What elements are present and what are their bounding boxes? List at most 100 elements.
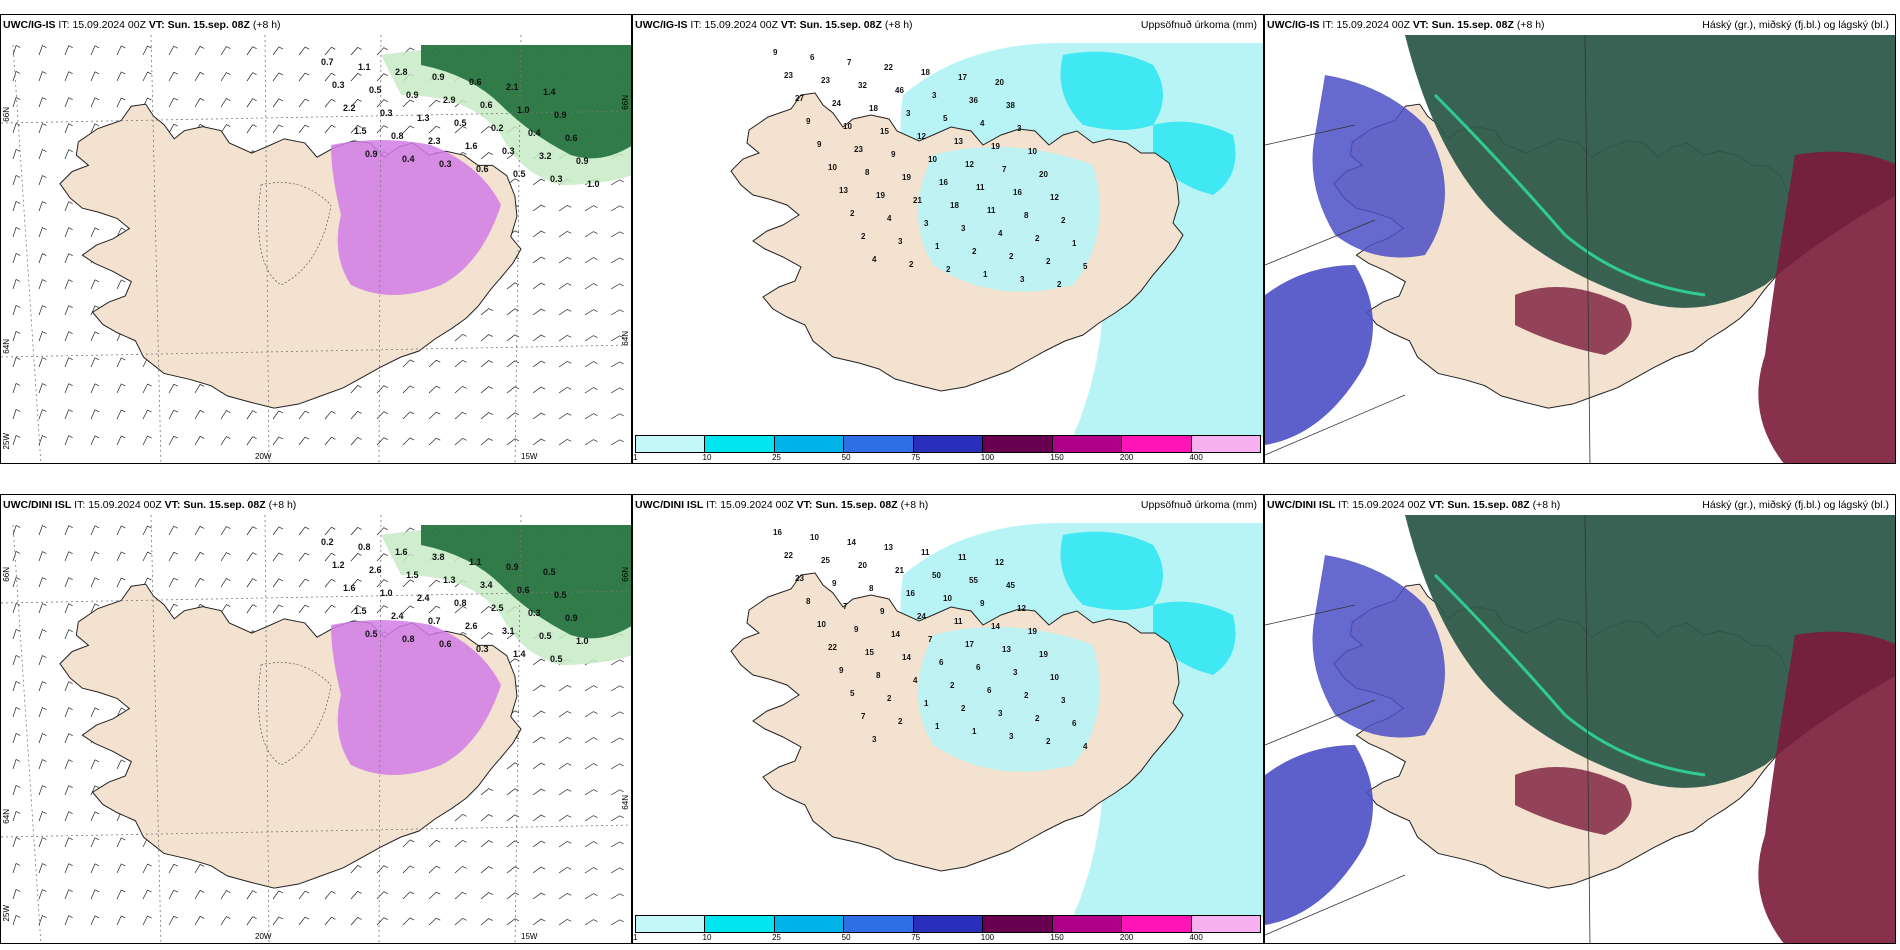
graticule-line [1584, 515, 1591, 943]
value-label: 20 [1039, 170, 1048, 179]
lat-label-64n: 64N [2, 339, 11, 354]
init-time: 15.09.2024 00Z [1352, 499, 1426, 511]
colorbar-swatch [844, 916, 914, 932]
value-label: 15 [865, 648, 874, 657]
value-label: 12 [995, 558, 1004, 567]
precip-colorbar [635, 915, 1261, 933]
value-label: 1.5 [354, 126, 367, 136]
value-label: 10 [828, 163, 837, 172]
value-label: 50 [932, 571, 941, 580]
value-label: 0.3 [502, 146, 515, 156]
colorbar-tick-label: 100 [980, 933, 995, 942]
precip-colorbar [635, 435, 1261, 453]
map-canvas [1265, 35, 1895, 463]
value-label: 38 [1006, 101, 1015, 110]
colorbar-swatch [1122, 436, 1192, 452]
value-label: 0.2 [321, 537, 334, 547]
lon-label-20w: 20W [255, 932, 272, 941]
heavy-precip-area [1060, 51, 1163, 130]
value-label: 1 [1072, 239, 1077, 248]
value-label: 4 [1083, 742, 1088, 751]
value-label: 16 [1013, 188, 1022, 197]
value-label: 12 [965, 160, 974, 169]
cloud-edge-contour [1433, 93, 1706, 297]
lead-time: (+8 h) [884, 19, 913, 31]
valid-time: Sun. 15.sep. 08Z [183, 499, 266, 511]
vt-label: VT: [1412, 19, 1429, 31]
value-label: 0.9 [565, 613, 578, 623]
value-label: 1.6 [343, 583, 356, 593]
vt-label: VT: [1428, 499, 1445, 511]
value-label: 11 [921, 548, 930, 557]
value-label: 3 [924, 219, 929, 228]
value-label: 4 [887, 214, 892, 223]
value-label: 1.0 [576, 636, 589, 646]
value-label: 0.3 [380, 108, 393, 118]
value-label: 0.5 [365, 629, 378, 639]
value-label: 27 [795, 94, 804, 103]
panel-header: UWC/IG-IS IT: 15.09.2024 00Z VT: Sun. 15… [633, 15, 1263, 35]
value-label: 1 [935, 242, 940, 251]
value-label: 2 [1046, 257, 1051, 266]
value-label: 1.2 [332, 560, 345, 570]
value-label: 2.6 [369, 565, 382, 575]
value-label: 9 [980, 599, 985, 608]
value-label: 1.6 [465, 141, 478, 151]
value-label: 22 [884, 63, 893, 72]
value-label: 8 [869, 584, 874, 593]
value-label: 10 [1028, 147, 1037, 156]
panel-header: UWC/DINI ISL IT: 15.09.2024 00Z VT: Sun.… [1265, 495, 1895, 515]
right-lat-64n: 64N [621, 795, 630, 810]
value-label: 2 [972, 247, 977, 256]
value-label: 4 [872, 255, 877, 264]
vt-label: VT: [164, 499, 181, 511]
value-label: 22 [828, 643, 837, 652]
value-label: 0.9 [506, 562, 519, 572]
value-label: 15 [880, 127, 889, 136]
colorbar-swatch [705, 436, 775, 452]
colorbar-tick-label: 10 [702, 453, 712, 462]
model-name: UWC/DINI ISL [635, 499, 704, 511]
value-label: 11 [958, 553, 967, 562]
value-label: 3.4 [480, 580, 493, 590]
value-label: 20 [858, 561, 867, 570]
high-cloud-area [1405, 35, 1895, 308]
vt-label: VT: [780, 19, 797, 31]
valid-time: Sun. 15.sep. 08Z [167, 19, 250, 31]
value-label: 0.5 [454, 118, 467, 128]
value-label: 2 [898, 717, 903, 726]
graticule [1, 515, 631, 943]
value-label: 9 [880, 607, 885, 616]
value-label: 10 [943, 594, 952, 603]
value-label: 3 [906, 109, 911, 118]
value-label: 1.0 [380, 588, 393, 598]
colorbar-swatch [1191, 916, 1260, 932]
init-time: 15.09.2024 00Z [88, 499, 162, 511]
graticule-line [1265, 874, 1406, 936]
value-label: 0.3 [476, 644, 489, 654]
value-label: 1.3 [417, 113, 430, 123]
value-label: 9 [806, 117, 811, 126]
lat-label-25w: 25W [2, 905, 11, 922]
value-label: 12 [1050, 193, 1059, 202]
graticule [1, 35, 631, 463]
value-label: 6 [939, 658, 944, 667]
value-label: 8 [865, 168, 870, 177]
colorbar-tick-label: 10 [702, 933, 712, 942]
value-label: 3.1 [502, 626, 515, 636]
value-label: 1 [935, 722, 940, 731]
value-label: 2 [1035, 714, 1040, 723]
value-label: 0.9 [406, 90, 419, 100]
mid-cloud-area [1515, 287, 1632, 355]
colorbar-swatch [983, 436, 1053, 452]
value-label: 1.4 [543, 87, 556, 97]
value-label: 23 [821, 76, 830, 85]
value-label: 0.5 [554, 590, 567, 600]
colorbar-tick-label: 100 [980, 453, 995, 462]
inland-precip-area [918, 147, 1100, 292]
value-label: 0.5 [513, 169, 526, 179]
value-label: 1 [983, 270, 988, 279]
value-label: 1.0 [587, 179, 600, 189]
value-label: 2.8 [395, 67, 408, 77]
value-label: 7 [1002, 165, 1007, 174]
